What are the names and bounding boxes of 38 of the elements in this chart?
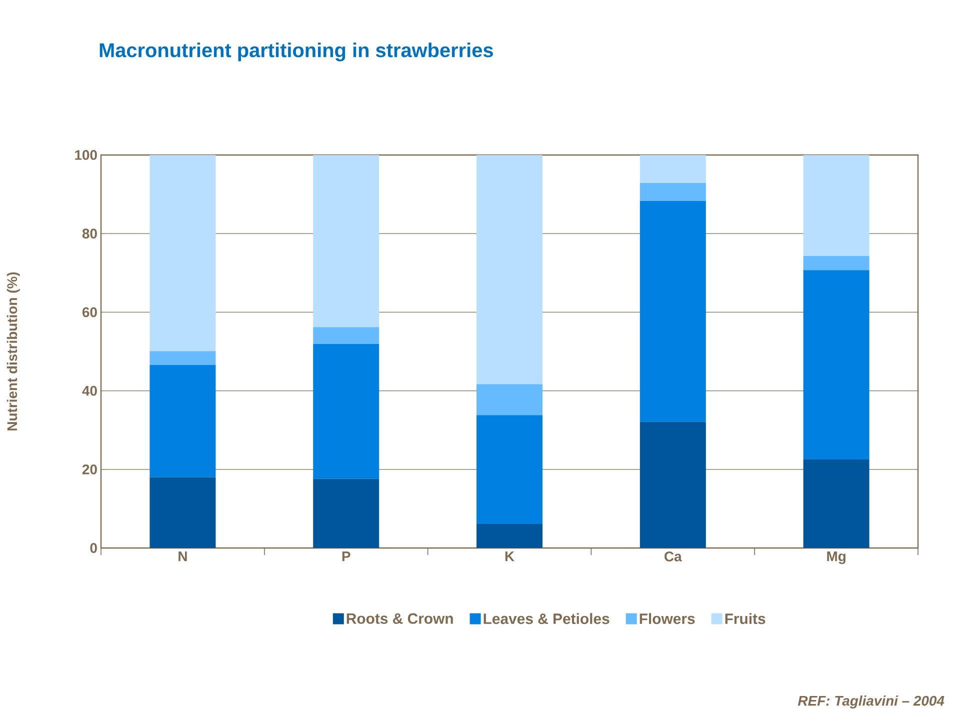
y-tick-label: 60 [82, 307, 97, 318]
y-axis-title: Nutrient distribution (%) [6, 272, 20, 430]
bar [640, 422, 706, 548]
bar [803, 459, 870, 548]
legend-label: Flowers [640, 613, 695, 624]
y-tick-label: 20 [82, 464, 97, 474]
bar [803, 270, 870, 460]
legend-label: Leaves & Petioles [484, 613, 610, 624]
bar [640, 200, 706, 422]
bar [476, 524, 543, 548]
chart-title: Macronutrient partitioning in strawberries [100, 42, 493, 62]
x-tick-label: Mg [827, 552, 846, 564]
bar [476, 154, 543, 384]
text: REF: Tagliavini – 2004 [798, 695, 944, 708]
bar [640, 182, 706, 201]
x-tick-label: K [505, 552, 514, 562]
bar [803, 256, 870, 270]
bar [313, 154, 380, 328]
x-tick-label: N [178, 552, 187, 562]
x-tick-label: P [342, 552, 350, 562]
bar [640, 154, 706, 183]
bar [150, 477, 216, 548]
y-tick-label: 0 [90, 543, 97, 553]
bar [313, 344, 380, 479]
y-tick-label: 100 [75, 150, 97, 160]
bar [150, 364, 216, 478]
y-tick-label: 80 [82, 228, 97, 239]
bar [150, 154, 216, 352]
legend-label: Fruits [725, 613, 766, 624]
bar [803, 154, 870, 256]
bar [476, 415, 543, 524]
bar [150, 351, 216, 365]
x-tick-label: Ca [664, 552, 682, 562]
bar [313, 327, 380, 344]
bar [476, 384, 543, 416]
bar [313, 478, 380, 548]
legend-label: Roots & Crown [346, 613, 453, 624]
y-tick-label: 40 [82, 386, 97, 396]
